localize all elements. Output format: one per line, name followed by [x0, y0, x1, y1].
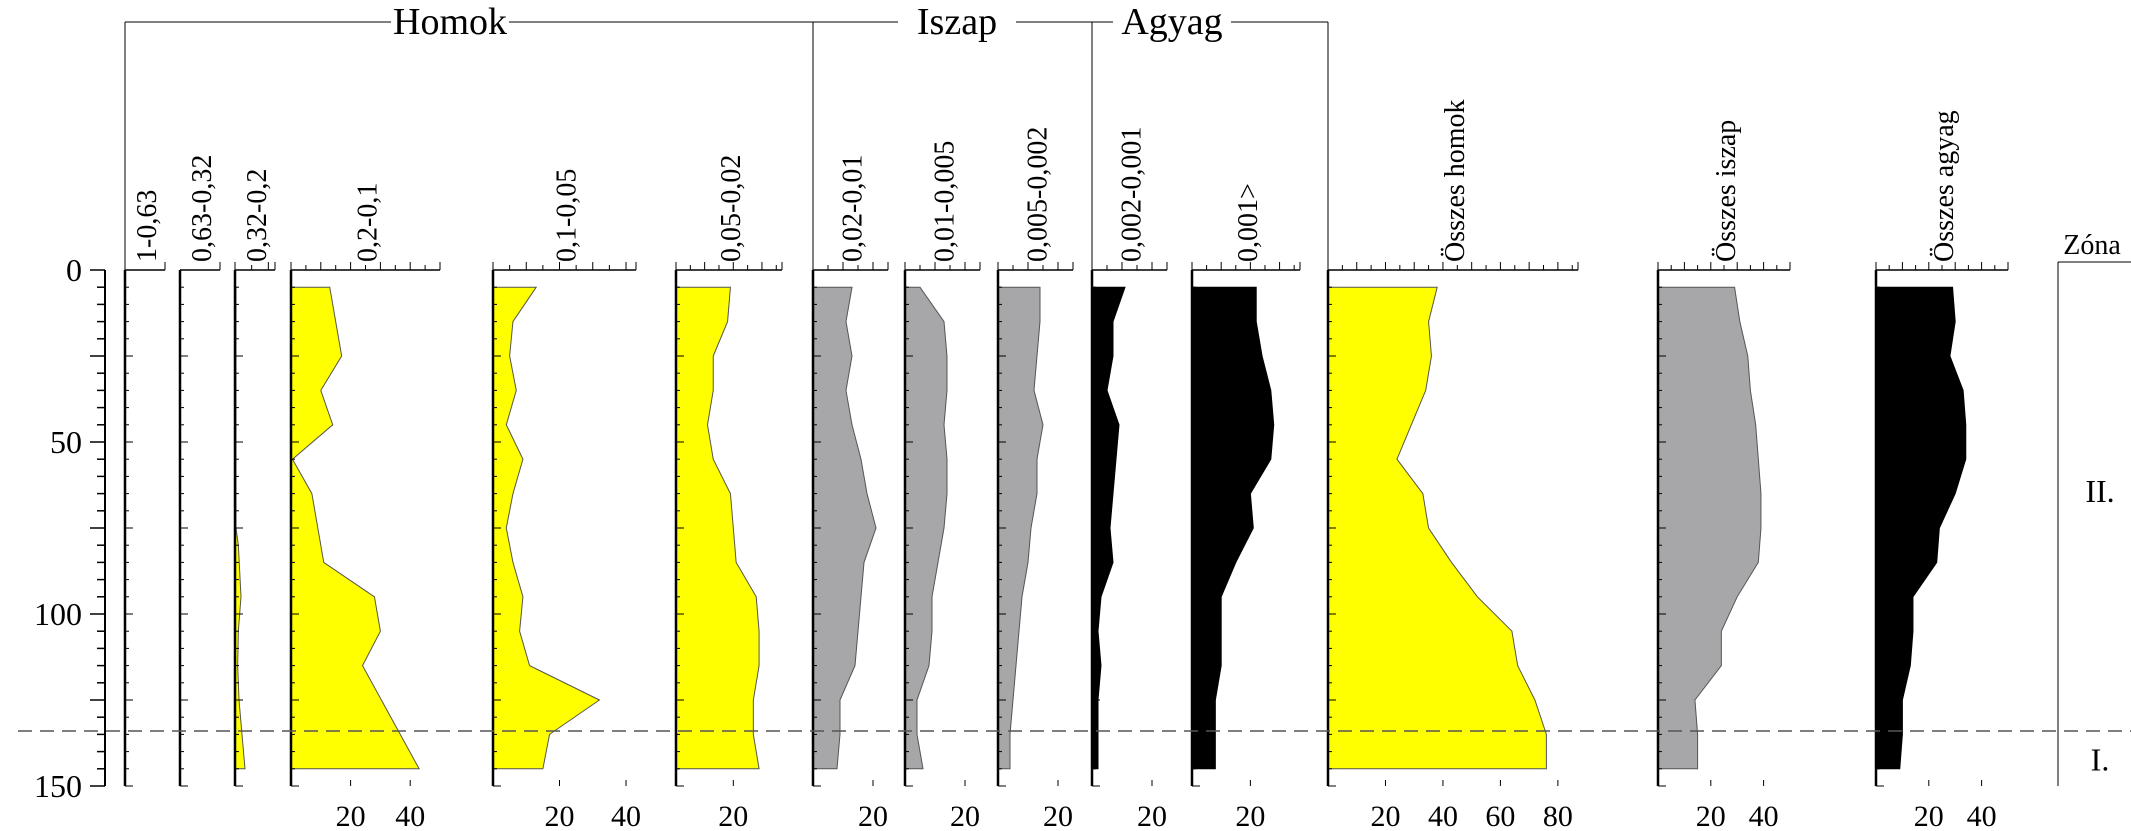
series-label: 0,32-0,2 [242, 169, 273, 262]
x-tick-label: 40 [395, 800, 425, 831]
x-tick-label: 20 [1137, 800, 1167, 831]
x-tick-label: 20 [1696, 800, 1726, 831]
panel-1-0-63: 1-0,63 [123, 190, 166, 787]
depth-tick-label: 100 [34, 596, 82, 632]
group-homok: Homok [124, 1, 814, 270]
group-header: Homok Iszap Agyag [124, 1, 1329, 270]
series-label: 0,05-0,02 [716, 155, 747, 262]
panel-0-001: 20 0,001> [1190, 183, 1301, 831]
series-label: 0,2-0,1 [353, 183, 384, 262]
x-tick-label: 60 [1485, 800, 1515, 831]
panel-0-01-0-005: 20 0,01-0,005 [903, 141, 981, 831]
series-area [675, 286, 760, 770]
series-label: Összes agyag [1929, 110, 1960, 262]
series-area [290, 286, 420, 770]
series-label: 0,63-0,32 [187, 155, 218, 262]
series-area [997, 286, 1044, 770]
x-tick-label: 20 [545, 800, 575, 831]
x-tick-label: 20 [858, 800, 888, 831]
series-area [812, 286, 877, 770]
x-tick-label: 20 [950, 800, 980, 831]
series-area [1327, 286, 1547, 770]
panel-0-02-0-01: 20 0,02-0,01 [811, 155, 889, 831]
x-tick-label: 40 [1749, 800, 1779, 831]
x-tick-label: 20 [336, 800, 366, 831]
zone-title: Zóna [2063, 230, 2121, 261]
series-label: 0,01-0,005 [930, 141, 961, 262]
x-tick-label: 20 [1235, 800, 1265, 831]
depth-tick-label: 150 [34, 768, 82, 804]
depth-tick-label: 0 [66, 252, 82, 288]
x-tick-label: 40 [1428, 800, 1458, 831]
panel-0-2-0-1: 20 40 0,2-0,1 [289, 183, 441, 831]
panel-0-63-0-32: 0,63-0,32 [178, 155, 221, 787]
group-label: Homok [393, 1, 507, 43]
zone-label: II. [2085, 473, 2114, 509]
series-label: 0,001> [1233, 183, 1264, 262]
panel-0-005-0-002: 20 0,005-0,002 [996, 127, 1074, 831]
x-tick-label: 80 [1543, 800, 1573, 831]
series-label: 0,002-0,001 [1117, 127, 1148, 262]
series-label: 0,005-0,002 [1023, 127, 1054, 262]
zone-label: I. [2091, 741, 2110, 777]
x-tick-label: 40 [1967, 800, 1997, 831]
panel-sszes-iszap: 20 40 Összes iszap [1656, 120, 1791, 831]
depth-axis: 0 50 100 150 [34, 252, 106, 804]
series-area [1091, 286, 1126, 770]
x-tick-label: 20 [1914, 800, 1944, 831]
series-label: 0,1-0,05 [552, 169, 583, 262]
zone-column: Zóna II. I. [2057, 230, 2131, 786]
series-label: Összes homok [1440, 99, 1471, 262]
group-label: Agyag [1121, 1, 1222, 43]
series-label: 1-0,63 [132, 190, 163, 262]
panel-sszes-agyag: 20 40 Összes agyag [1874, 110, 2009, 831]
series-area [1875, 286, 1967, 770]
x-tick-label: 40 [611, 800, 641, 831]
panels: 1-0,63 0,63-0,32 0,32-0,2 20 40 0,2-0,1 20 40 0,… [123, 99, 2009, 831]
series-area [904, 286, 948, 770]
depth-tick-label: 50 [50, 424, 82, 460]
series-area [1657, 286, 1762, 770]
x-tick-label: 20 [718, 800, 748, 831]
x-tick-label: 20 [1043, 800, 1073, 831]
series-area [492, 286, 601, 770]
panel-0-05-0-02: 20 0,05-0,02 [674, 155, 783, 831]
series-label: Összes iszap [1711, 120, 1742, 262]
panel-0-32-0-2: 0,32-0,2 [233, 169, 276, 787]
group-label: Iszap [917, 1, 997, 43]
series-area [1191, 286, 1275, 770]
group-agyag: Agyag [1091, 1, 1329, 270]
series-label: 0,02-0,01 [838, 155, 869, 262]
panel-sszes-homok: 20 40 60 80 Összes homok [1326, 99, 1579, 831]
x-tick-label: 20 [1370, 800, 1400, 831]
panel-0-1-0-05: 20 40 0,1-0,05 [491, 169, 641, 831]
panel-0-002-0-001: 20 0,002-0,001 [1090, 127, 1168, 831]
